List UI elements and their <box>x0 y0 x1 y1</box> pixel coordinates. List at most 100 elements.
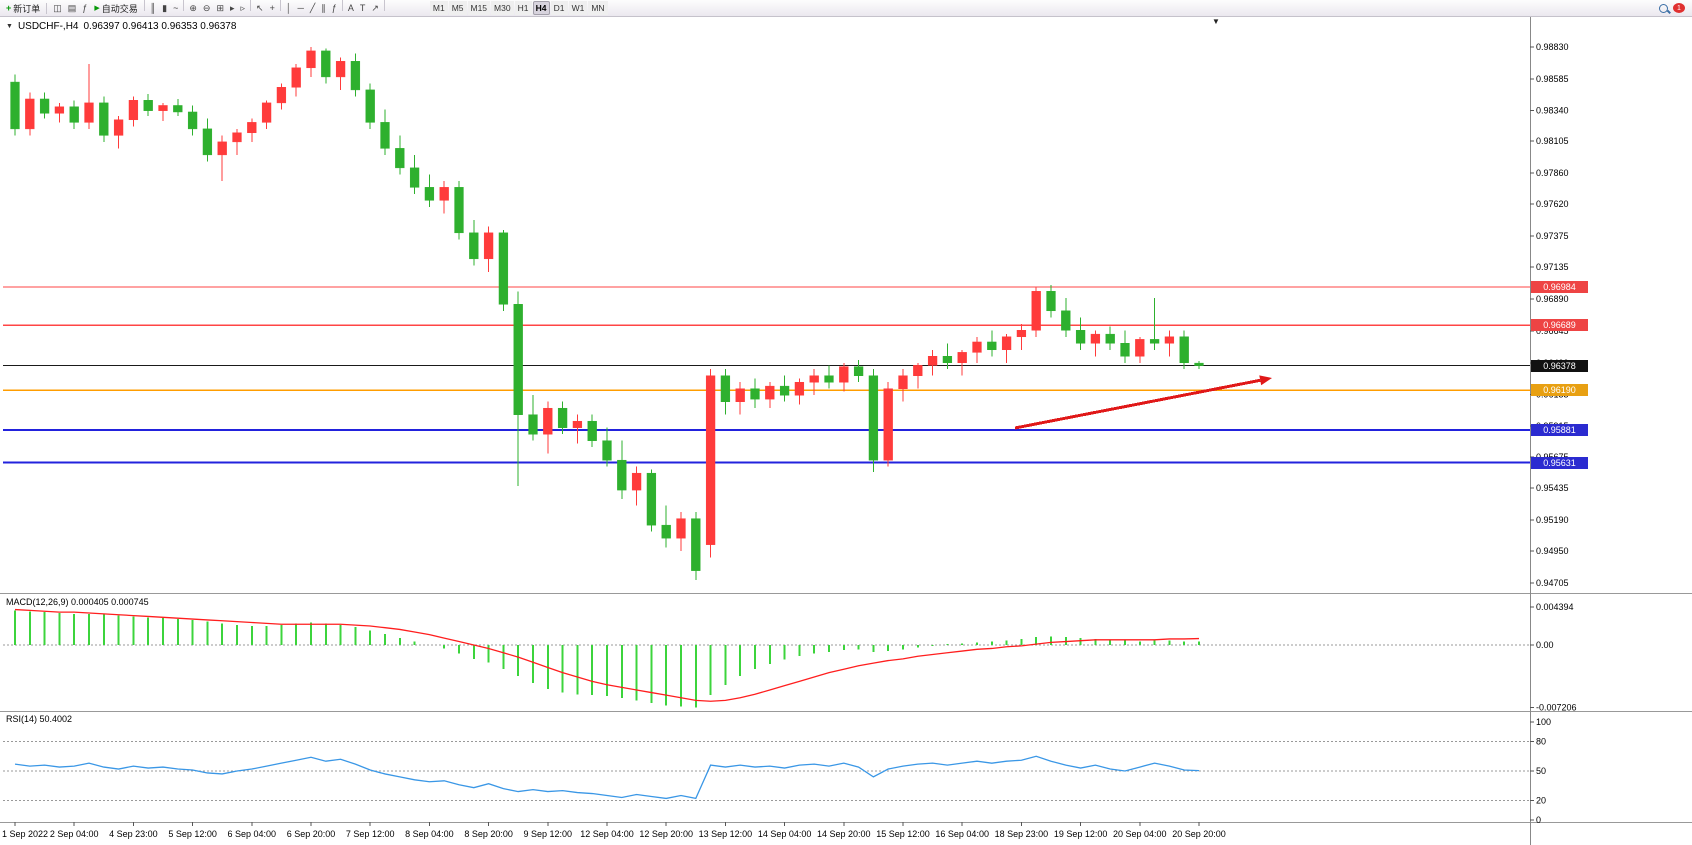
timeframe-button-M1[interactable]: M1 <box>429 1 448 15</box>
macd-indicator-label: MACD(12,26,9) 0.000405 0.000745 <box>6 597 149 607</box>
autotrading-icon: ▶ <box>94 4 100 12</box>
timeframe-button-H4[interactable]: H4 <box>532 1 550 15</box>
candle-body <box>883 388 893 461</box>
price-tick-label: 0.97620 <box>1536 199 1569 209</box>
new-order-button[interactable]: + 新订单 <box>3 1 43 15</box>
chart-dropdown-icon[interactable]: ▼ <box>6 23 13 30</box>
cursor-icon[interactable]: ↖ <box>253 2 267 16</box>
vertical-line-icon: │ <box>285 3 292 14</box>
autotrading-button[interactable]: ▶ 自动交易 <box>91 1 140 15</box>
tile-windows-icon[interactable]: ⊞ <box>213 2 227 16</box>
timeframe-button-W1[interactable]: W1 <box>568 1 588 15</box>
candle-body <box>498 232 509 305</box>
indicators-list-icon[interactable]: ƒ <box>79 1 90 15</box>
new-order-icon: + <box>6 2 12 13</box>
candle-body <box>839 366 849 383</box>
candle-body <box>631 472 642 491</box>
candle-body <box>617 459 627 491</box>
trendline-icon[interactable]: ╱ <box>307 2 318 16</box>
profiles-icon[interactable]: ▤ <box>65 1 80 15</box>
chart-shift-icon[interactable]: ▹ <box>238 2 249 16</box>
zoom-out-icon: ⊖ <box>202 3 211 14</box>
macd-axis-label: 0.004394 <box>1536 602 1574 612</box>
trend-arrow[interactable] <box>1014 378 1261 430</box>
candle-body <box>128 100 139 121</box>
timeframe-button-M15[interactable]: M15 <box>467 1 491 15</box>
rsi-name: RSI(14) <box>6 714 38 724</box>
candle-body <box>143 100 153 111</box>
candle-body <box>853 366 864 376</box>
candle-body <box>661 524 671 539</box>
macd-values: 0.000405 0.000745 <box>71 597 149 607</box>
candle-body <box>1149 339 1160 344</box>
text-icon[interactable]: A <box>345 2 357 16</box>
rsi-axis-label: 100 <box>1536 717 1551 727</box>
toolbar-right-group: 1 <box>1659 3 1689 13</box>
time-axis-label: 9 Sep 12:00 <box>524 829 573 839</box>
candle-body <box>1179 336 1189 364</box>
candle-body <box>217 141 227 156</box>
crosshair-icon[interactable]: + <box>267 2 278 16</box>
candle-body <box>735 388 745 402</box>
candle-body <box>1194 362 1204 366</box>
candle-body <box>276 87 287 104</box>
price-line-badge: 0.96378 <box>1531 359 1588 372</box>
bar-chart-icon: ║ <box>149 3 157 14</box>
macd-signal-line <box>14 608 1200 702</box>
notification-badge[interactable]: 1 <box>1673 3 1685 13</box>
timeframe-button-MN[interactable]: MN <box>588 1 608 15</box>
timeframe-button-H1[interactable]: H1 <box>514 1 532 15</box>
indicators-list-icon: ƒ <box>82 2 88 13</box>
chart-shift-marker[interactable]: ▼ <box>1212 17 1220 26</box>
trendline-icon: ╱ <box>309 3 316 14</box>
search-icon[interactable] <box>1659 3 1668 13</box>
time-axis-label: 6 Sep 20:00 <box>287 829 336 839</box>
auto-scroll-icon[interactable]: ▸ <box>227 2 238 16</box>
candle-body <box>557 407 568 428</box>
rsi-indicator-label: RSI(14) 50.4002 <box>6 714 72 724</box>
line-chart-icon[interactable]: ~ <box>170 2 181 16</box>
zoom-in-icon[interactable]: ⊕ <box>186 2 200 16</box>
macd-axis-label: -0.007206 <box>1536 702 1577 712</box>
toolbar-separator <box>383 0 385 12</box>
candle-body <box>750 388 760 400</box>
price-tick-label: 0.97135 <box>1536 262 1569 272</box>
time-axis-label: 14 Sep 04:00 <box>758 829 812 839</box>
timeframe-button-D1[interactable]: D1 <box>550 1 568 15</box>
toolbar-separator <box>183 0 185 12</box>
candle-body <box>942 356 953 364</box>
candle-body <box>483 232 494 260</box>
horizontal-line-icon[interactable]: ─ <box>294 2 306 16</box>
timeframe-button-M30[interactable]: M30 <box>491 1 514 15</box>
candle-body <box>469 232 479 260</box>
rsi-axis-label: 0 <box>1536 815 1541 825</box>
zoom-out-icon[interactable]: ⊖ <box>200 2 214 16</box>
candle-body <box>1031 291 1041 331</box>
price-tick-label: 0.97860 <box>1536 168 1569 178</box>
candle-body <box>528 414 538 435</box>
candle-body <box>84 102 94 123</box>
price-tick-label: 0.98830 <box>1536 42 1569 52</box>
fibonacci-icon[interactable]: ƒ <box>329 2 340 16</box>
equidistant-channel-icon[interactable]: ∥ <box>318 2 329 16</box>
text-label-icon[interactable]: T <box>357 2 369 16</box>
candle-body <box>1016 330 1027 338</box>
time-axis-label: 12 Sep 20:00 <box>639 829 693 839</box>
charts-grid-icon: ◫ <box>53 2 62 13</box>
charts-grid-icon[interactable]: ◫ <box>50 1 65 15</box>
trend-arrow-head[interactable] <box>1259 375 1272 386</box>
bar-chart-icon[interactable]: ║ <box>147 2 159 16</box>
timeframe-button-M5[interactable]: M5 <box>448 1 467 15</box>
line-chart-icon: ~ <box>173 3 179 14</box>
candle-body <box>676 518 686 539</box>
candlestick-icon[interactable]: ▮ <box>159 2 170 16</box>
vertical-line-icon[interactable]: │ <box>283 2 295 16</box>
price-tick-label: 0.98340 <box>1536 106 1569 116</box>
rsi-line <box>14 755 1200 800</box>
candle-body <box>158 105 168 111</box>
arrows-icon[interactable]: ↗ <box>368 2 382 16</box>
candle-body <box>10 81 20 130</box>
candle-body <box>809 375 819 383</box>
